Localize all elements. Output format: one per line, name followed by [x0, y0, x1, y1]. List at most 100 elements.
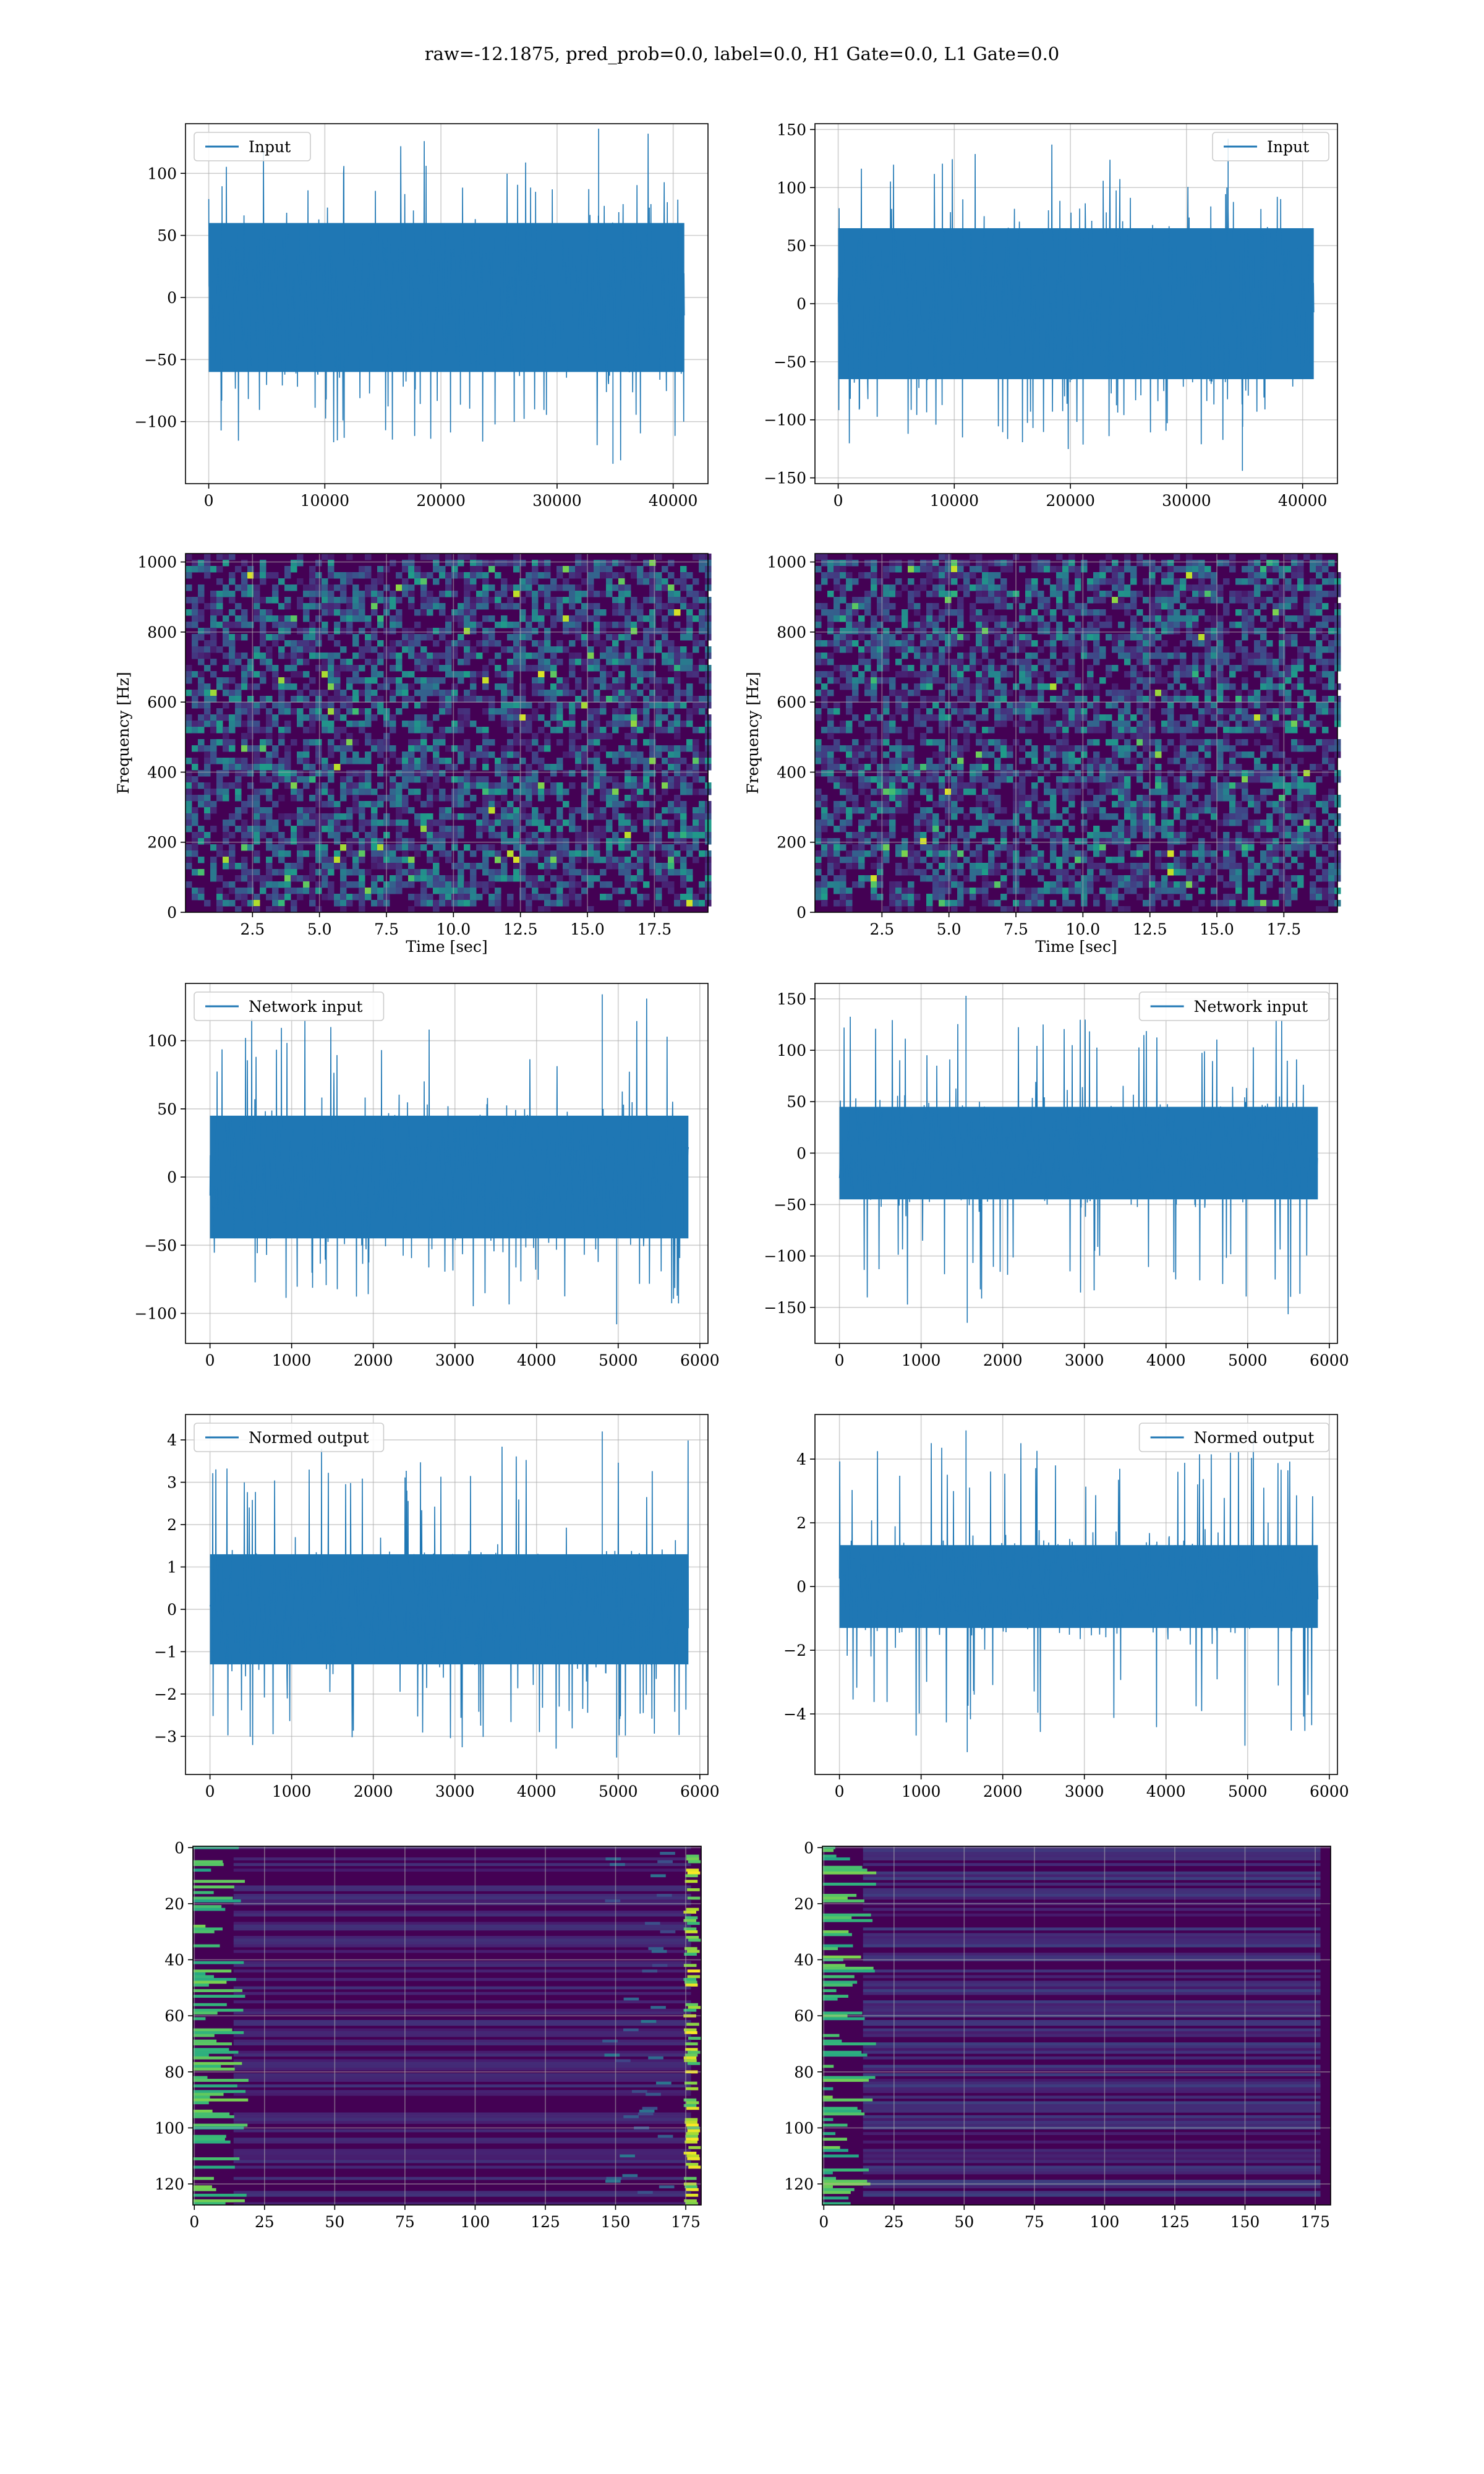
spectrogram-cell [291, 900, 297, 907]
spectrogram-cell [328, 560, 335, 567]
spectrogram-cell [563, 801, 569, 808]
spectrogram-cell [1149, 578, 1156, 585]
spectrogram-cell [390, 745, 396, 752]
spectrogram-cell [612, 683, 619, 690]
spectrogram-cell [1099, 566, 1106, 573]
spectrogram-cell [377, 844, 384, 851]
spectrogram-cell [186, 844, 192, 851]
spectrogram-cell [945, 566, 952, 573]
spectrogram-cell [1056, 659, 1063, 666]
spectrogram-cell [210, 745, 217, 752]
spectrogram-cell [1124, 690, 1131, 696]
spectrogram-cell [1186, 690, 1193, 696]
spectrogram-cell [501, 751, 508, 758]
spectrogram-cell [655, 609, 662, 616]
spectrogram-cell [458, 640, 464, 647]
spectrogram-cell [334, 857, 341, 863]
spectrogram-cell [198, 628, 205, 635]
spectrogram-cell [247, 844, 254, 851]
spectrogram-cell [1260, 696, 1267, 703]
spectrogram-cell [223, 653, 229, 659]
spectrogram-cell [210, 789, 217, 795]
spectrogram-cell [1143, 764, 1149, 771]
spectrogram-cell [1118, 634, 1125, 641]
spectrogram-cell [235, 826, 242, 833]
spectrogram-cell [606, 646, 613, 653]
spectrogram-cell [216, 566, 223, 573]
spectrogram-cell [352, 758, 359, 764]
spectrogram-cell [408, 683, 415, 690]
spectrogram-cell [1081, 727, 1088, 734]
spectrogram-cell [1217, 696, 1224, 703]
spectrogram-cell [501, 696, 508, 703]
spectrogram-cell [340, 782, 347, 789]
spectrogram-cell [371, 677, 378, 684]
spectrogram-cell [526, 721, 532, 727]
spectrogram-cell [631, 863, 638, 870]
spectrogram-cell [1019, 782, 1026, 789]
spectrogram-cell [587, 875, 594, 882]
spectrogram-cell [649, 597, 656, 604]
spectrogram-cell [606, 721, 613, 727]
spectrogram-cell [1068, 776, 1075, 783]
spectrogram-cell [1242, 782, 1248, 789]
spectrogram-cell [334, 690, 341, 696]
spectrogram-cell [192, 640, 198, 647]
spectrogram-cell [433, 782, 440, 789]
spectrogram-cell [1167, 578, 1174, 585]
spectrogram-cell [352, 832, 359, 839]
spectrogram-cell [1019, 634, 1026, 641]
spectrogram-cell [1248, 690, 1255, 696]
spectrogram-cell [427, 745, 433, 752]
spectrogram-cell [1031, 584, 1038, 591]
spectrogram-cell [864, 714, 871, 721]
spectrogram-cell [229, 881, 236, 888]
spectrogram-cell [668, 801, 675, 808]
spectrogram-cell [278, 646, 285, 653]
spectrogram-cell [1217, 659, 1224, 666]
spectrogram-cell [365, 751, 372, 758]
spectrogram-cell [309, 603, 316, 610]
spectrogram-cell [513, 832, 520, 839]
spectrogram-cell [1254, 653, 1261, 659]
spectrogram-cell [315, 745, 322, 752]
spectrogram-cell [408, 745, 415, 752]
spectrogram-cell [643, 646, 650, 653]
spectrogram-cell [272, 622, 279, 628]
spectrogram-cell [544, 739, 551, 746]
spectrogram-cell [827, 615, 834, 622]
spectrogram-cell [1056, 739, 1063, 746]
spectrogram-cell [297, 597, 304, 604]
spectrogram-cell [334, 850, 341, 857]
spectrogram-cell [815, 690, 822, 696]
spectrogram-cell [482, 665, 489, 672]
spectrogram-cell [186, 863, 192, 870]
spectrogram-cell [414, 770, 421, 777]
spectrogram-cell [1235, 609, 1242, 616]
spectrogram-cell [926, 578, 933, 585]
spectrogram-cell [821, 640, 828, 647]
spectrogram-cell [1136, 591, 1143, 597]
spectrogram-cell [612, 640, 619, 647]
spectrogram-cell [674, 782, 681, 789]
spectrogram-cell [994, 622, 1001, 628]
spectrogram-cell [1310, 609, 1316, 616]
spectrogram-cell [458, 900, 464, 907]
spectrogram-cell [1198, 758, 1205, 764]
spectrogram-cell [970, 572, 976, 579]
spectrogram-cell [575, 634, 582, 641]
spectrogram-cell [932, 653, 939, 659]
spectrogram-cell [1217, 714, 1224, 721]
spectrogram-cell [346, 820, 353, 826]
spectrogram-cell [210, 615, 217, 622]
spectrogram-cell [1223, 727, 1230, 734]
spectrogram-cell [815, 708, 822, 715]
spectrogram-cell [1217, 615, 1224, 622]
spectrogram-cell [1093, 634, 1100, 641]
spectrogram-cell [247, 875, 254, 882]
spectrogram-cell [976, 690, 983, 696]
spectrogram-cell [470, 566, 477, 573]
spectrogram-cell [192, 894, 198, 901]
spectrogram-cell [914, 646, 921, 653]
spectrogram-cell [600, 628, 607, 635]
